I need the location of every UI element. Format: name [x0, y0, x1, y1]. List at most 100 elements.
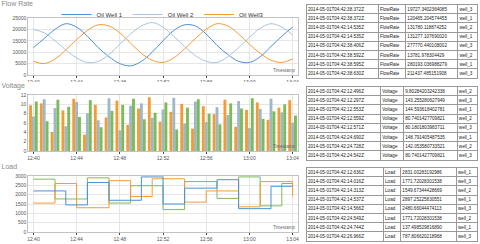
svg-text:2500: 2500	[15, 182, 26, 188]
svg-text:20000: 20000	[12, 26, 26, 32]
svg-text:10: 10	[21, 101, 27, 107]
svg-text:12:52: 12:52	[157, 79, 170, 82]
svg-text:12:52: 12:52	[157, 155, 170, 161]
svg-text:4: 4	[24, 129, 27, 135]
svg-text:10000: 10000	[12, 49, 26, 55]
html-text:well_2: well_2	[458, 116, 472, 122]
html-text:well_3: well_3	[459, 43, 473, 49]
html-text:2014-05-01T04:42:38.630Z: 2014-05-01T04:42:38.630Z	[308, 70, 364, 76]
html-text:FlowRate: FlowRate	[380, 15, 400, 21]
html-text:well_3: well_3	[458, 125, 472, 131]
html-text:Voltage: Voltage	[382, 125, 398, 131]
html-text:2014-05-01T04:42:38.372Z: 2014-05-01T04:42:38.372Z	[308, 15, 364, 21]
svg-text:12:40: 12:40	[27, 236, 40, 242]
html-text:well_2: well_2	[459, 52, 473, 58]
html-text:FlowRate: FlowRate	[380, 61, 400, 67]
svg-text:6: 6	[24, 120, 27, 126]
html-text:143.255280627949: 143.255280627949	[405, 97, 445, 103]
svg-text:12:40: 12:40	[27, 155, 40, 161]
html-text:2014-05-01T04:42:24.690Z: 2014-05-01T04:42:24.690Z	[308, 134, 364, 140]
html-text:well_3: well_3	[459, 6, 473, 12]
svg-text:1500: 1500	[15, 201, 26, 207]
svg-text:25000: 25000	[12, 15, 26, 21]
svg-text:12:40: 12:40	[27, 79, 40, 82]
html-text:80.7401427709821: 80.7401427709821	[405, 116, 445, 122]
html-text:2014-05-01T04:42:38.595Z: 2014-05-01T04:42:38.595Z	[308, 61, 364, 67]
html-text:well_2: well_2	[458, 88, 472, 94]
svg-text:12:48: 12:48	[114, 236, 127, 242]
svg-text:Load: Load	[2, 163, 18, 170]
svg-text:13:04: 13:04	[286, 155, 299, 161]
svg-text:12:48: 12:48	[114, 79, 127, 82]
svg-text:Timestamp: Timestamp	[273, 68, 296, 73]
svg-text:13:00: 13:00	[243, 79, 256, 82]
svg-text:12: 12	[21, 92, 27, 98]
html-text:2014-05-01T04:42:38.372Z: 2014-05-01T04:42:38.372Z	[308, 6, 364, 12]
svg-text:3000: 3000	[15, 173, 26, 179]
svg-text:Timestamp: Timestamp	[273, 225, 296, 230]
svg-text:8: 8	[24, 110, 27, 116]
svg-text:0: 0	[24, 72, 27, 78]
html-text:FlowRate: FlowRate	[380, 6, 400, 12]
html-text:280193.036988279: 280193.036988279	[407, 61, 447, 67]
svg-text:12:48: 12:48	[114, 155, 127, 161]
html-text:well_1: well_1	[459, 15, 473, 21]
html-text:80.1801803983711: 80.1801803983711	[405, 125, 445, 131]
svg-text:Oil Well 2: Oil Well 2	[168, 12, 194, 18]
html-text:2014-05-01T04:42:12.559Z: 2014-05-01T04:42:12.559Z	[308, 116, 364, 122]
svg-text:2000: 2000	[15, 191, 26, 197]
html-text:2014-05-01T04:42:12.496Z: 2014-05-01T04:42:12.496Z	[308, 88, 364, 94]
svg-text:13:04: 13:04	[286, 79, 299, 82]
html-text:2014-05-01T04:42:12.297Z: 2014-05-01T04:42:12.297Z	[308, 97, 364, 103]
html-text:FlowRate: FlowRate	[380, 70, 400, 76]
html-text:13781.978304429: 13781.978304429	[407, 52, 445, 58]
html-text:well_3: well_3	[459, 70, 473, 76]
svg-text:500: 500	[18, 219, 27, 225]
html-text:FlowRate: FlowRate	[380, 52, 400, 58]
svg-text:5000: 5000	[15, 60, 26, 66]
html-text:9.80284203242338: 9.80284203242338	[405, 88, 445, 94]
html-text:19727.3402364085: 19727.3402364085	[407, 6, 447, 12]
html-text:well_3: well_3	[458, 97, 472, 103]
svg-text:12:56: 12:56	[200, 79, 213, 82]
html-text:Voltage: Voltage	[382, 88, 398, 94]
svg-text:15000: 15000	[12, 38, 26, 44]
html-text:2014-05-01T04:42:38.406Z: 2014-05-01T04:42:38.406Z	[308, 43, 364, 49]
svg-text:12:44: 12:44	[70, 155, 83, 161]
svg-text:1000: 1000	[15, 210, 26, 216]
html-text:well_1: well_1	[459, 34, 473, 40]
svg-text:12:44: 12:44	[70, 236, 83, 242]
html-text:Voltage: Voltage	[382, 134, 398, 140]
html-text:120465.204574455: 120465.204574455	[407, 15, 447, 21]
html-text:Voltage: Voltage	[382, 116, 398, 122]
html-text:148.791405487535: 148.791405487535	[405, 134, 445, 140]
svg-text:Voltage: Voltage	[2, 82, 25, 90]
svg-text:13:00: 13:00	[243, 236, 256, 242]
html-text:FlowRate: FlowRate	[380, 43, 400, 49]
svg-text:12:56: 12:56	[200, 155, 213, 161]
html-text:Voltage: Voltage	[382, 143, 398, 149]
svg-text:2: 2	[24, 138, 27, 144]
html-text:2014-05-01T04:42:14.535Z: 2014-05-01T04:42:14.535Z	[308, 34, 364, 40]
svg-text:Flow Rate: Flow Rate	[2, 0, 34, 7]
html-text:well_1: well_1	[458, 134, 472, 140]
svg-text:13:00: 13:00	[243, 155, 256, 161]
html-text:FlowRate: FlowRate	[380, 34, 400, 40]
html-text:131277.107690020: 131277.107690020	[407, 34, 447, 40]
svg-text:0: 0	[24, 148, 27, 154]
html-text:211437.485151908: 211437.485151908	[407, 70, 447, 76]
html-text:277770.440108002: 277770.440108002	[407, 43, 447, 49]
svg-text:Timestamp: Timestamp	[273, 144, 296, 149]
html-text:well_1: well_1	[459, 61, 473, 67]
svg-text:Oil Well 1: Oil Well 1	[97, 12, 123, 18]
html-text:2014-05-01T04:42:12.571Z: 2014-05-01T04:42:12.571Z	[308, 125, 364, 131]
svg-text:12:44: 12:44	[70, 79, 83, 82]
svg-text:12:56: 12:56	[200, 236, 213, 242]
svg-text:13:04: 13:04	[286, 236, 299, 242]
html-text:Voltage: Voltage	[382, 97, 398, 103]
html-text:2014-05-01T04:42:24.728Z: 2014-05-01T04:42:24.728Z	[308, 143, 364, 149]
svg-text:Oil Well3: Oil Well3	[239, 12, 264, 18]
svg-text:12:52: 12:52	[157, 236, 170, 242]
html-text:2014-05-01T04:42:38.592Z: 2014-05-01T04:42:38.592Z	[308, 52, 364, 58]
svg-text:0: 0	[24, 229, 27, 235]
